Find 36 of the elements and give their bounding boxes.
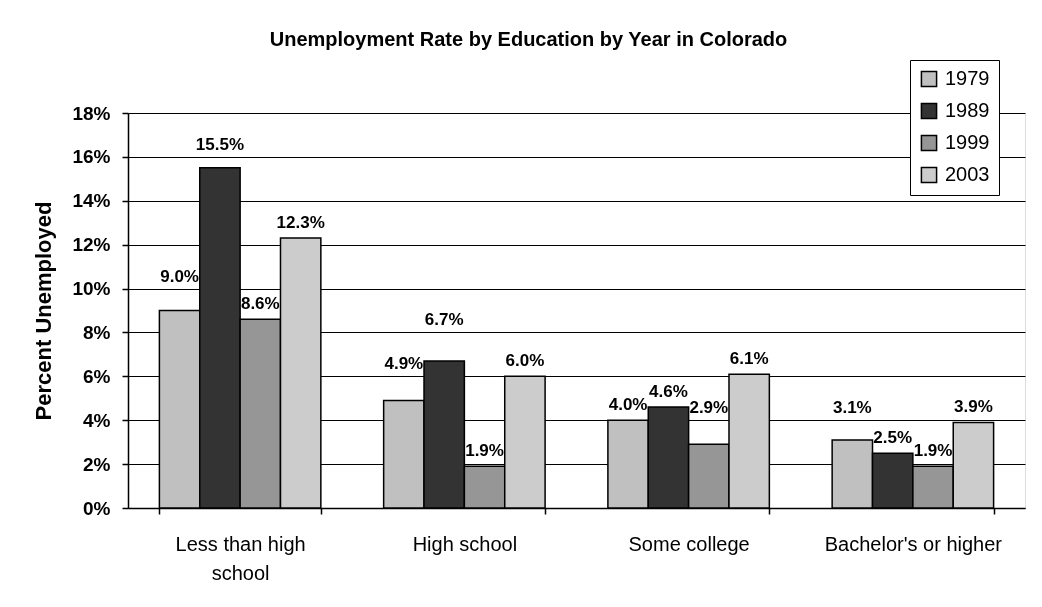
y-axis-title: Percent Unemployed xyxy=(31,201,57,421)
data-label: 15.5% xyxy=(195,134,245,154)
chart-title: Unemployment Rate by Education by Year in Colorado xyxy=(269,27,788,50)
data-label: 6.1% xyxy=(729,349,769,369)
data-label: 8.6% xyxy=(240,294,280,314)
data-label: 2.5% xyxy=(873,428,913,448)
y-tick-label: 8% xyxy=(83,321,111,343)
data-label: 1.9% xyxy=(913,441,953,461)
x-tick-label: Less than high school xyxy=(175,532,306,584)
x-tick-label: High school xyxy=(412,532,518,555)
data-label: 6.0% xyxy=(505,351,545,371)
y-tick-label: 0% xyxy=(83,497,111,519)
data-label: 4.0% xyxy=(608,395,648,415)
y-tick-label: 6% xyxy=(83,365,111,387)
data-label: 3.1% xyxy=(832,398,872,418)
y-tick-label: 10% xyxy=(72,278,111,300)
legend-label: 2003 xyxy=(945,163,990,185)
data-label: 6.7% xyxy=(424,310,464,330)
y-tick-label: 12% xyxy=(72,234,111,256)
data-label: 1.9% xyxy=(465,441,504,461)
data-label: 4.9% xyxy=(384,354,424,374)
y-tick-label: 18% xyxy=(72,102,111,124)
legend-label: 1989 xyxy=(945,99,990,121)
x-tick-label: Some college xyxy=(628,532,750,555)
legend-label: 1979 xyxy=(945,67,990,89)
data-label: 3.9% xyxy=(954,397,993,417)
y-tick-label: 14% xyxy=(72,190,111,212)
y-tick-label: 2% xyxy=(83,453,111,475)
data-label: 9.0% xyxy=(160,266,199,286)
y-tick-label: 4% xyxy=(83,409,111,431)
data-label: 4.6% xyxy=(649,382,688,402)
y-tick-label: 16% xyxy=(72,146,111,168)
data-label: 12.3% xyxy=(276,213,325,233)
legend-label: 1999 xyxy=(945,131,990,153)
data-label: 2.9% xyxy=(689,398,729,418)
x-tick-label: Bachelor's or higher xyxy=(824,532,1003,555)
